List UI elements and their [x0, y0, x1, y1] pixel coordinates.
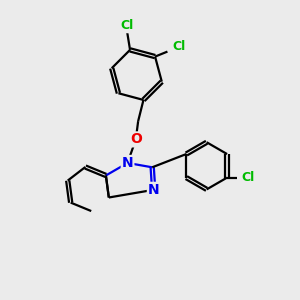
Text: N: N	[148, 183, 160, 197]
Text: Cl: Cl	[121, 19, 134, 32]
Text: Cl: Cl	[172, 40, 185, 53]
Text: Cl: Cl	[241, 171, 254, 184]
Text: O: O	[130, 132, 142, 146]
Text: N: N	[122, 156, 134, 170]
